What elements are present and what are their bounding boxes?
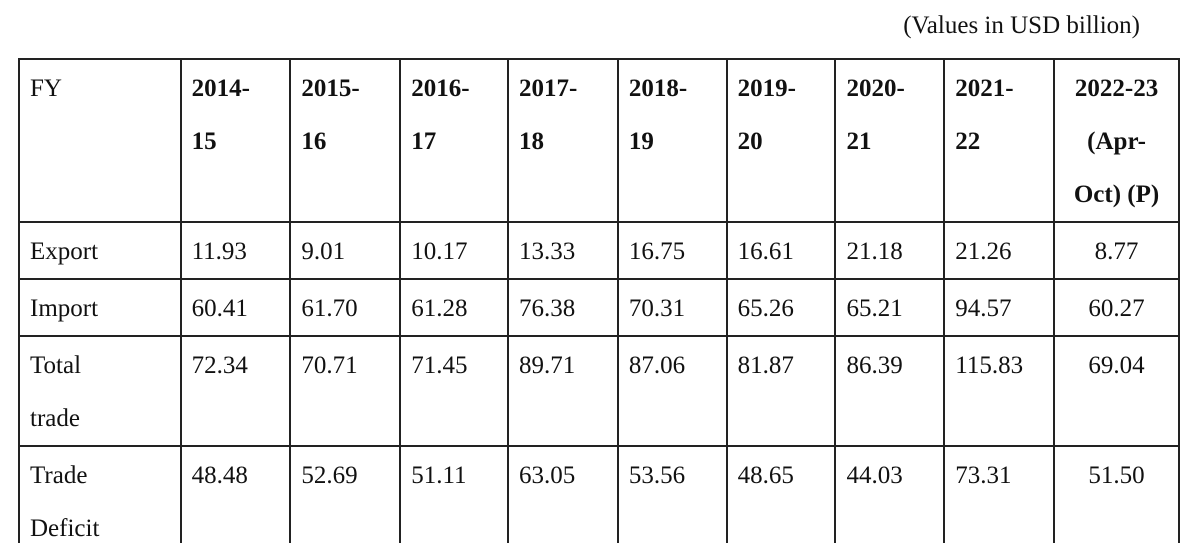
value-cell: 53.56 bbox=[616, 445, 728, 543]
header-text: 2020-21 bbox=[846, 75, 905, 155]
row-label: Export bbox=[18, 221, 182, 280]
header-cell: FY bbox=[18, 58, 182, 223]
header-cell: 2020-21 bbox=[834, 58, 946, 223]
value-cell: 60.27 bbox=[1053, 278, 1180, 337]
value-cell: 87.06 bbox=[616, 335, 728, 447]
value-cell: 61.28 bbox=[399, 278, 510, 337]
header-text: 2019-20 bbox=[737, 75, 796, 155]
row-label: Total trade bbox=[18, 335, 182, 447]
value-cell: 13.33 bbox=[507, 221, 619, 280]
header-cell: 2015-16 bbox=[289, 58, 402, 223]
value-cell: 86.39 bbox=[834, 335, 946, 447]
trade-table: FY 2014-15 2015-16 2016-17 2017-18 2018-19 201… bbox=[18, 58, 1180, 543]
value-cell: 51.11 bbox=[399, 445, 510, 543]
data-row: Trade Deficit 48.48 52.69 51.11 63.05 53.56 48… bbox=[18, 445, 1180, 543]
header-cell: 2019-20 bbox=[725, 58, 837, 223]
header-cell: 2014-15 bbox=[179, 58, 292, 223]
value-cell: 94.57 bbox=[943, 278, 1056, 337]
value-cell: 72.34 bbox=[179, 335, 292, 447]
value-cell: 16.61 bbox=[725, 221, 837, 280]
value-cell: 11.93 bbox=[179, 221, 292, 280]
header-row: FY 2014-15 2015-16 2016-17 2017-18 2018-19 201… bbox=[18, 58, 1180, 223]
header-text: 2016-17 bbox=[411, 75, 470, 155]
value-cell: 9.01 bbox=[289, 221, 402, 280]
header-text: 2014-15 bbox=[191, 75, 250, 155]
value-cell: 48.48 bbox=[179, 445, 292, 543]
value-cell: 16.75 bbox=[616, 221, 728, 280]
row-label: Trade Deficit bbox=[18, 445, 182, 543]
header-text: 2015-16 bbox=[301, 75, 360, 155]
row-label-text: Import bbox=[30, 295, 99, 322]
value-cell: 65.26 bbox=[725, 278, 837, 337]
data-row: Export 11.93 9.01 10.17 13.33 16.75 16.61 21.18… bbox=[18, 221, 1180, 280]
data-row: Import 60.41 61.70 61.28 76.38 70.31 65.26 65.2… bbox=[18, 278, 1180, 337]
value-cell: 21.26 bbox=[943, 221, 1056, 280]
value-cell: 89.71 bbox=[507, 335, 619, 447]
value-cell: 73.31 bbox=[943, 445, 1056, 543]
value-cell: 44.03 bbox=[834, 445, 946, 543]
header-text: 2018-19 bbox=[628, 75, 688, 155]
value-cell: 81.87 bbox=[725, 335, 837, 447]
value-cell: 63.05 bbox=[507, 445, 619, 543]
value-cell: 70.71 bbox=[289, 335, 402, 447]
value-cell: 10.17 bbox=[399, 221, 510, 280]
value-cell: 115.83 bbox=[943, 335, 1056, 447]
value-cell: 69.04 bbox=[1053, 335, 1180, 447]
data-row: Total trade 72.34 70.71 71.45 89.71 87.06 81.8… bbox=[18, 335, 1180, 447]
header-cell: 2016-17 bbox=[399, 58, 510, 223]
value-cell: 65.21 bbox=[834, 278, 946, 337]
table-body: Export 11.93 9.01 10.17 13.33 16.75 16.61 21.18… bbox=[18, 221, 1180, 543]
value-cell: 70.31 bbox=[616, 278, 728, 337]
header-cell: 2017-18 bbox=[507, 58, 619, 223]
header-text: 2021-22 bbox=[955, 75, 1014, 155]
value-cell: 21.18 bbox=[834, 221, 946, 280]
header-text: 2022-23 (Apr-Oct) (P) bbox=[1073, 75, 1160, 208]
value-cell: 52.69 bbox=[289, 445, 402, 543]
row-label-text: Total trade bbox=[30, 352, 82, 432]
value-cell: 51.50 bbox=[1053, 445, 1180, 543]
header-cell: 2018-19 bbox=[616, 58, 728, 223]
row-label: Import bbox=[18, 278, 182, 337]
header-cell: 2021-22 bbox=[943, 58, 1056, 223]
value-cell: 71.45 bbox=[399, 335, 510, 447]
units-note: (Values in USD billion) bbox=[903, 12, 1140, 39]
value-cell: 48.65 bbox=[725, 445, 837, 543]
value-cell: 61.70 bbox=[289, 278, 402, 337]
header-text: 2017-18 bbox=[519, 75, 578, 155]
header-cell: 2022-23 (Apr-Oct) (P) bbox=[1053, 58, 1180, 223]
value-cell: 76.38 bbox=[507, 278, 619, 337]
row-label-text: Trade Deficit bbox=[30, 462, 100, 542]
header-text: FY bbox=[30, 75, 62, 102]
value-cell: 60.41 bbox=[179, 278, 292, 337]
row-label-text: Export bbox=[30, 238, 99, 265]
value-cell: 8.77 bbox=[1053, 221, 1180, 280]
